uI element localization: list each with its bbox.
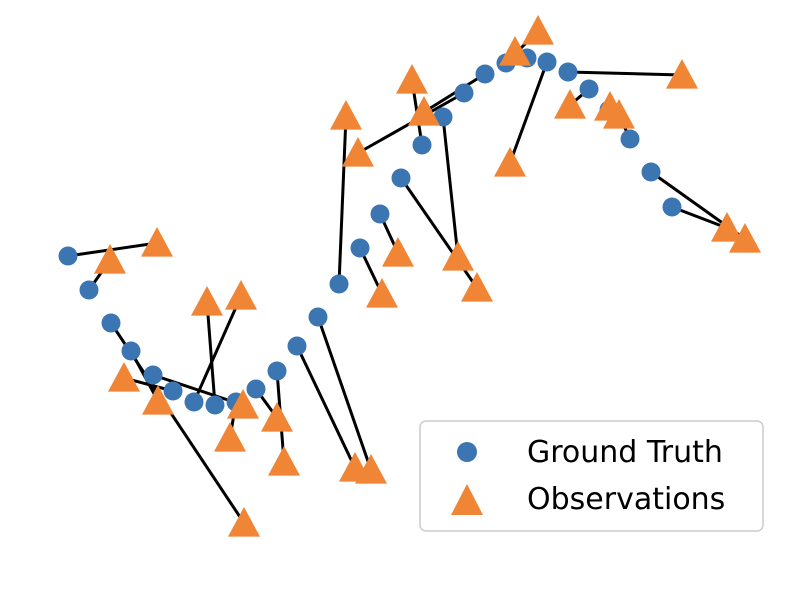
observation-point — [666, 59, 698, 89]
ground-truth-point — [143, 365, 163, 385]
ground-truth-point — [163, 381, 183, 401]
ground-truth-point — [184, 392, 204, 412]
legend: Ground Truth Observations — [419, 420, 764, 532]
observation-point — [603, 99, 635, 129]
observation-point — [268, 446, 300, 476]
observation-point — [366, 278, 398, 308]
observation-point — [94, 244, 126, 274]
ground-truth-point — [121, 341, 141, 361]
observation-point — [342, 137, 374, 167]
ground-truth-point — [433, 107, 453, 127]
observation-point — [108, 362, 140, 392]
error-line — [441, 116, 460, 258]
observation-point — [408, 96, 440, 126]
ground-truth-point — [579, 79, 599, 99]
legend-observations-label: Observations — [527, 482, 725, 517]
ground-truth-point — [329, 274, 349, 294]
ground-truth-point — [267, 361, 287, 381]
ground-truth-point — [101, 313, 121, 333]
error-line — [205, 301, 217, 406]
observation-point — [141, 227, 173, 257]
ground-truth-point — [205, 395, 225, 415]
ground-truth-point — [662, 197, 682, 217]
observation-point — [461, 272, 493, 302]
ground-truth-point — [79, 280, 99, 300]
observation-point — [355, 454, 387, 484]
observation-point — [729, 223, 761, 253]
legend-observations-marker — [451, 484, 483, 515]
observation-point — [261, 402, 293, 432]
error-line — [337, 115, 348, 285]
observation-point — [382, 237, 414, 267]
observation-point — [225, 280, 257, 310]
ground-truth-point — [475, 64, 495, 84]
error-line — [508, 61, 549, 164]
ground-truth-point — [620, 129, 640, 149]
error-line — [316, 316, 373, 471]
error-line — [399, 177, 479, 289]
ground-truth-point — [58, 246, 78, 266]
error-line — [671, 205, 728, 230]
ground-truth-point — [391, 168, 411, 188]
ground-truth-point — [558, 62, 578, 82]
observation-point — [442, 241, 474, 271]
observation-point — [228, 507, 260, 537]
ground-truth-point — [537, 52, 557, 72]
observation-point — [499, 36, 531, 66]
ground-truth-point — [641, 162, 661, 182]
observation-point — [214, 422, 246, 452]
ground-truth-point — [350, 238, 370, 258]
observations-series — [94, 15, 761, 537]
observation-point — [330, 100, 362, 130]
legend-ground-truth-label: Ground Truth — [527, 435, 723, 470]
observation-point — [522, 15, 554, 45]
observation-point — [191, 286, 223, 316]
observation-point — [554, 89, 586, 119]
observation-point — [396, 64, 428, 94]
ground-truth-point — [246, 379, 266, 399]
observation-point — [142, 385, 174, 415]
observation-point — [227, 389, 259, 419]
observation-point — [494, 147, 526, 177]
ground-truth-point — [412, 135, 432, 155]
observation-point — [711, 212, 743, 242]
error-line — [567, 70, 683, 77]
ground-truth-series — [58, 48, 682, 415]
ground-truth-point — [454, 83, 474, 103]
ground-truth-point — [370, 204, 390, 224]
legend-ground-truth-marker — [457, 442, 477, 462]
ground-truth-point — [308, 307, 328, 327]
error-line — [295, 345, 357, 469]
error-line — [192, 295, 243, 403]
ground-truth-point — [287, 336, 307, 356]
legend-box — [419, 420, 764, 532]
